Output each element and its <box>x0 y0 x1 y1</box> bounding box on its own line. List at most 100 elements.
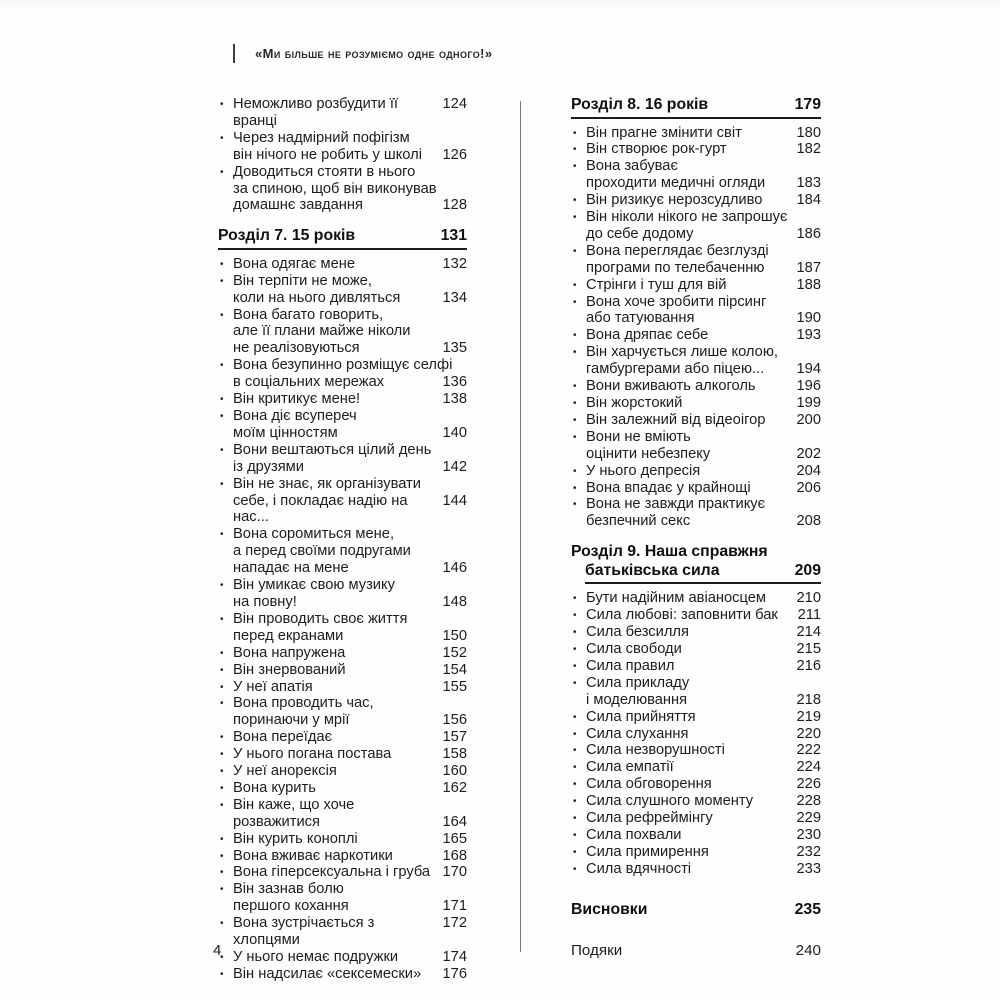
entry-line: коли на нього дивляться 134 <box>233 290 467 307</box>
bullet-icon: • <box>220 258 224 270</box>
toc-entry: • Вона напружена 152 <box>218 645 467 662</box>
entry-text: Вона впадає у крайнощі <box>586 479 751 496</box>
entry-page-number: 214 <box>796 624 821 641</box>
bullet-icon: • <box>220 394 224 406</box>
entry-page-number: 199 <box>796 395 821 411</box>
toc-entry: • Вони вживають алкоголь 196 <box>571 378 821 395</box>
toc-standalone-block: Висновки 235 <box>571 901 821 919</box>
bullet-icon: • <box>220 275 224 287</box>
toc-entry: • Сила прийняття 219 <box>571 709 821 726</box>
entry-page-number: 208 <box>796 513 821 530</box>
header-divider-bar-icon <box>233 44 235 63</box>
bullet-icon: • <box>573 677 577 689</box>
toc-entry: • Вона безупинно розміщує селфі в соціальн… <box>218 357 467 391</box>
entry-line: Сила любові: заповнити бак 211 <box>586 607 821 624</box>
toc-entry: • Вона переїдає 157 <box>218 729 467 746</box>
entry-page-number: 210 <box>796 590 821 607</box>
toc-standalone-block: Подяки 240 <box>571 941 821 960</box>
section-heading: Розділ 8. 16 років 179 <box>571 96 821 119</box>
entry-page-number: 202 <box>796 445 821 462</box>
bullet-icon: • <box>573 762 577 774</box>
bullet-icon: • <box>573 627 577 639</box>
toc-entry: • Він не знає, як організувати себе, і пок… <box>218 476 467 527</box>
entry-text: Вона соромиться мене, <box>233 526 395 543</box>
bullet-icon: • <box>573 347 577 359</box>
toc-entry: • Вона хоче зробити пірсинг або татуювання… <box>571 294 821 328</box>
entry-text: Він умикає свою музику <box>233 577 395 594</box>
toc-entry: • Він залежний від відеоігор 200 <box>571 412 821 429</box>
entry-text: У неї апатія <box>233 678 313 695</box>
bullet-icon: • <box>220 478 224 490</box>
entry-text: Вона хоче зробити пірсинг <box>586 293 767 310</box>
entry-page-number: 211 <box>797 607 821 624</box>
toc-entry: • Сила безсилля 214 <box>571 624 821 641</box>
entry-text: Сила обговорення <box>586 776 712 793</box>
entry-text: Вона діє всупереч <box>233 408 357 424</box>
toc-entry: • Через надмірний пофігізм він нічого не р… <box>218 130 467 164</box>
toc-entry: • Стрінги і туш для вій 188 <box>571 277 821 294</box>
toc-section: Розділ 9. Наша справжня батьківська сила 2… <box>571 543 821 877</box>
entry-page-number: 229 <box>796 810 821 827</box>
bullet-icon: • <box>573 610 577 622</box>
entry-text: Вони вживають алкоголь <box>586 378 756 395</box>
entry-text: Вона зустрічається з хлопцями <box>233 915 375 949</box>
section-heading-line: батьківська сила 209 <box>571 562 821 581</box>
entry-text: оцінити небезпеку <box>586 445 711 462</box>
entry-text: Сила вдячності <box>586 860 692 877</box>
entry-text: поринаючи у мрії <box>233 712 350 729</box>
folio-page-number: 4 <box>213 942 222 959</box>
running-header: «Ми більше не розуміємо одне одного!» <box>233 44 493 63</box>
toc-entry: • Вона дряпає себе 193 <box>571 327 821 344</box>
entry-text: Неможливо розбудити її вранці <box>233 96 398 129</box>
entry-page-number: 154 <box>442 661 467 678</box>
entry-text: Вони не вміють <box>586 428 691 445</box>
entry-page-number: 200 <box>796 411 821 428</box>
entry-text: домашнє завдання <box>233 197 363 214</box>
bullet-icon: • <box>220 664 224 676</box>
entry-page-number: 176 <box>442 965 467 982</box>
toc-entry: • Сила емпатії 224 <box>571 759 821 776</box>
entry-text: Вона гіперсексуальна і груба <box>233 864 431 881</box>
entry-page-number: 206 <box>796 479 821 496</box>
entry-line: Сила емпатії 224 <box>586 759 821 776</box>
section-page-number: 179 <box>794 96 821 113</box>
entry-page-number: 136 <box>442 374 467 391</box>
bullet-icon: • <box>220 309 224 321</box>
entry-text: Сила рефреймінгу <box>586 810 713 827</box>
entry-line: за спиною, щоб він виконував <box>233 181 467 198</box>
toc-entry: • Він ризикує нерозсудливо 184 <box>571 192 821 209</box>
entry-page-number: 148 <box>442 593 467 610</box>
entry-text: нападає на мене <box>233 560 349 577</box>
entry-text: гамбургерами або піцею... <box>586 361 765 378</box>
entry-text: до себе додому <box>586 225 694 242</box>
entry-text: Він терпіти не може, <box>233 272 372 289</box>
entry-line: розважитися 164 <box>233 814 467 831</box>
entry-line: Сила незворушності 222 <box>586 742 821 759</box>
entry-page-number: 204 <box>796 462 821 479</box>
entry-line: Сила безсилля 214 <box>586 624 821 641</box>
entry-line: із друзями 142 <box>233 459 467 476</box>
toc-section: Розділ 7. 15 років 131 • Вона одягає мене 13… <box>218 227 467 982</box>
entry-text: У неї анорексія <box>233 763 337 780</box>
entry-line: Сила вдячності 233 <box>586 861 821 878</box>
entry-page-number: 222 <box>796 742 821 759</box>
entry-line: Він ніколи нікого не запрошує <box>586 209 821 226</box>
entry-line: в соціальних мережах 136 <box>233 374 467 391</box>
entry-text: Він жорстокий <box>586 395 683 411</box>
entry-text: Вона вживає наркотики <box>233 847 393 864</box>
entry-page-number: 146 <box>442 560 467 577</box>
entry-text: за спиною, щоб він виконував <box>233 180 437 197</box>
toc-entry: • Бути надійним авіаносцем 210 <box>571 590 821 607</box>
toc-entry: • Вона переглядає безглузді програми по те… <box>571 243 821 277</box>
entry-page-number: 182 <box>796 141 821 158</box>
toc-entry: • Він харчується лише колою, гамбургерами … <box>571 344 821 378</box>
standalone-title: Подяки <box>571 941 623 959</box>
entry-text: Він створює рок-гурт <box>586 141 727 158</box>
entry-line: Вона вживає наркотики 168 <box>233 848 467 865</box>
toc-entry: • Він критикує мене! 138 <box>218 391 467 408</box>
bullet-icon: • <box>220 681 224 693</box>
toc-entry: • Сила похвали 230 <box>571 827 821 844</box>
bullet-icon: • <box>220 166 224 178</box>
entry-line: Доводиться стояти в нього <box>233 164 467 181</box>
